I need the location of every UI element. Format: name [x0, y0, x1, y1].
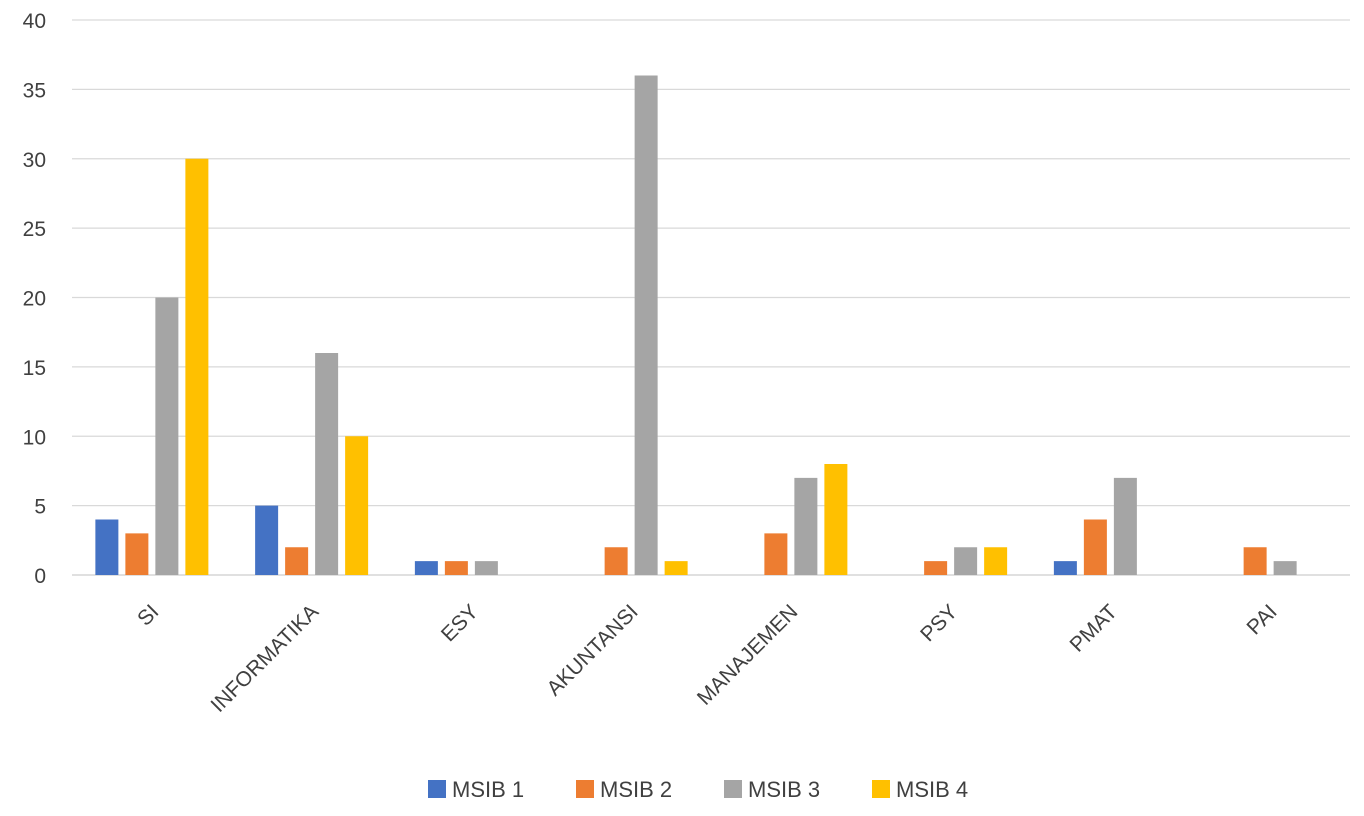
legend-swatch-msib-2 [576, 780, 594, 798]
bar-esy-msib-3 [474, 561, 498, 575]
y-tick-label: 20 [23, 288, 46, 311]
x-category-label: MANAJEMEN [693, 600, 803, 710]
y-tick-label: 40 [23, 10, 46, 33]
x-category-label: AKUNTANSI [543, 600, 643, 700]
bar-akuntansi-msib-4 [664, 561, 688, 575]
x-category-label: PMAT [1065, 600, 1122, 657]
bar-informatika-msib-1 [255, 505, 279, 575]
x-category-label: SI [133, 600, 163, 630]
bar-akuntansi-msib-3 [634, 75, 658, 575]
y-tick-label: 5 [34, 496, 46, 519]
legend: MSIB 1 MSIB 2 MSIB 3 MSIB 4 [428, 777, 968, 802]
bar-manajemen-msib-3 [794, 477, 818, 575]
legend-label: MSIB 4 [896, 777, 968, 802]
y-tick-label: 10 [23, 426, 46, 449]
y-tick-label: 0 [34, 565, 46, 588]
legend-swatch-msib-3 [724, 780, 742, 798]
bar-si-msib-2 [125, 533, 149, 575]
bar-manajemen-msib-2 [764, 533, 788, 575]
x-axis-category-labels: SI INFORMATIKA ESY AKUNTANSI MANAJEMEN PSY PMA… [133, 600, 1282, 717]
gridlines [72, 19, 1350, 576]
bar-esy-msib-2 [444, 561, 468, 575]
y-tick-label: 25 [23, 218, 46, 241]
legend-label: MSIB 2 [600, 777, 672, 802]
bar-si-msib-3 [155, 297, 179, 575]
x-category-label: ESY [437, 600, 483, 646]
x-category-label: PSY [916, 600, 962, 646]
legend-swatch-msib-4 [872, 780, 890, 798]
y-tick-label: 30 [23, 149, 46, 172]
bar-informatika-msib-4 [345, 436, 369, 575]
bar-informatika-msib-2 [285, 547, 309, 575]
bar-psy-msib-4 [984, 547, 1008, 575]
x-category-label: PAI [1243, 600, 1282, 639]
y-tick-label: 15 [23, 357, 46, 380]
bar-pai-msib-3 [1273, 561, 1297, 575]
bar-pmat-msib-2 [1083, 519, 1107, 575]
bar-pai-msib-2 [1243, 547, 1267, 575]
legend-label: MSIB 1 [452, 777, 524, 802]
legend-label: MSIB 3 [748, 777, 820, 802]
bar-informatika-msib-3 [315, 353, 339, 575]
bar-pmat-msib-3 [1113, 477, 1137, 575]
bars [95, 75, 1297, 575]
bar-manajemen-msib-4 [824, 464, 848, 575]
bar-si-msib-4 [185, 158, 209, 575]
bar-si-msib-1 [95, 519, 119, 575]
x-category-label: INFORMATIKA [207, 600, 324, 717]
y-tick-label: 35 [23, 79, 46, 102]
bar-pmat-msib-1 [1053, 561, 1077, 575]
bar-esy-msib-1 [414, 561, 438, 575]
bar-psy-msib-3 [954, 547, 978, 575]
bar-akuntansi-msib-2 [604, 547, 628, 575]
bar-psy-msib-2 [924, 561, 948, 575]
legend-swatch-msib-1 [428, 780, 446, 798]
y-axis-tick-labels: 0 5 10 15 20 25 30 35 40 [23, 10, 46, 588]
